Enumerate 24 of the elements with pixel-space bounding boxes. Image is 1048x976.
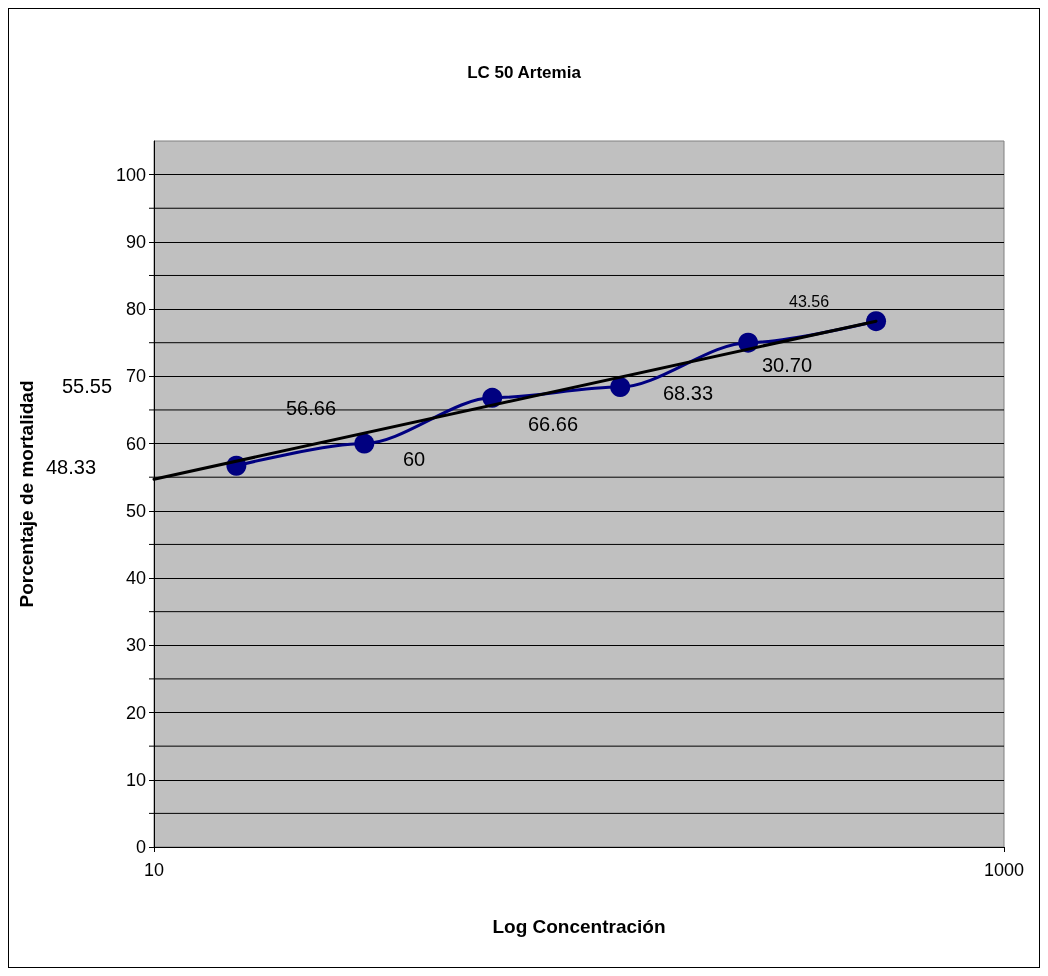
y-tick-label: 50	[125, 500, 146, 521]
x-axis-title: Log Concentración	[492, 916, 666, 937]
annotation: 60	[402, 448, 426, 470]
y-tick-label: 60	[125, 433, 146, 454]
y-tick-label: 80	[125, 299, 146, 320]
y-tick-label: 30	[125, 635, 146, 656]
y-tick-label: 10	[125, 769, 146, 790]
x-tick-label: 1000	[983, 860, 1025, 880]
annotation: 43.56	[788, 292, 830, 310]
point	[610, 377, 631, 398]
chart-title: LC 50 Artemia	[467, 63, 582, 82]
annotation: 30.70	[761, 354, 813, 376]
y-tick-label: 90	[125, 231, 146, 252]
point	[354, 433, 375, 454]
y-tick-label: 100	[115, 164, 146, 185]
text: 48.33	[45, 456, 97, 478]
y-tick-label: 70	[125, 366, 146, 387]
y-axis-title: Porcentaje de mortalidad	[16, 380, 37, 608]
y-tick-label: 40	[125, 568, 146, 589]
annotation: 68.33	[662, 382, 714, 404]
text: 55.55	[61, 375, 113, 397]
annotation: 66.66	[527, 413, 579, 435]
y-tick-label: 0	[135, 837, 146, 857]
y-tick-label: 20	[125, 702, 146, 723]
